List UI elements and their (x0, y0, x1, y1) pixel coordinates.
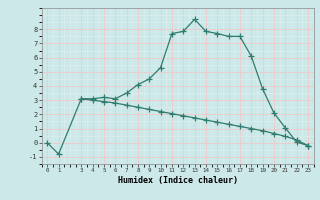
X-axis label: Humidex (Indice chaleur): Humidex (Indice chaleur) (118, 176, 237, 185)
